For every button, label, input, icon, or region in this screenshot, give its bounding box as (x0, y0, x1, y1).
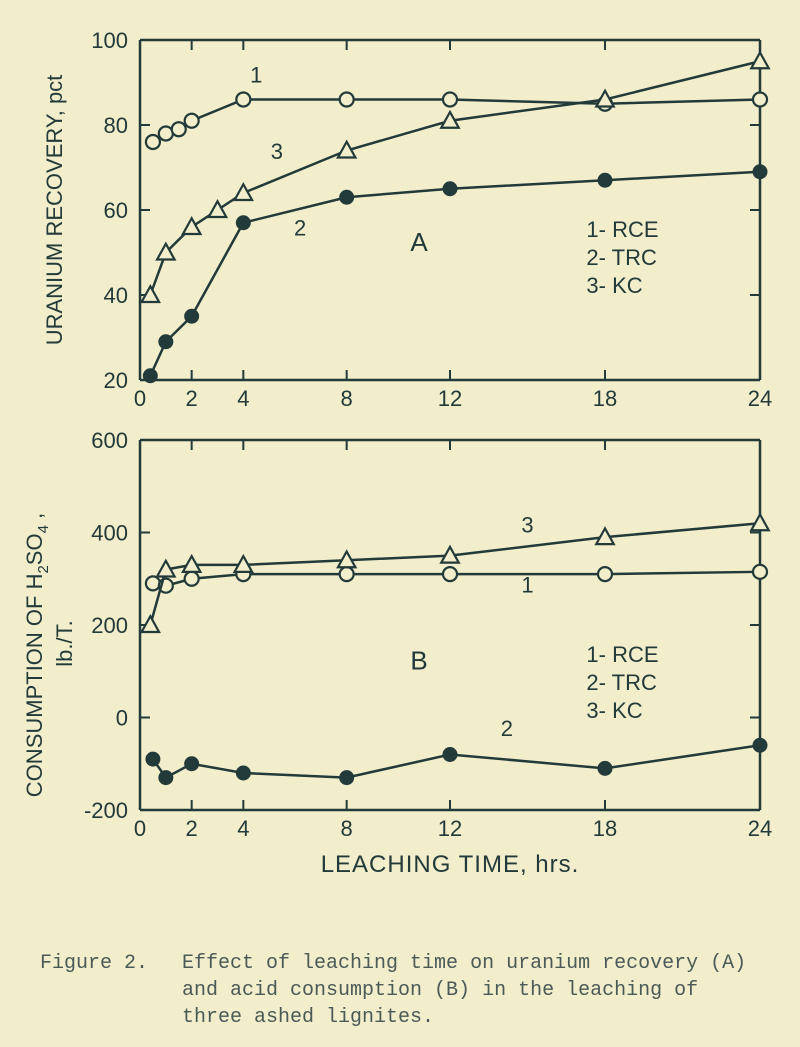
svg-text:80: 80 (104, 113, 128, 138)
svg-text:12: 12 (438, 386, 462, 411)
svg-text:LEACHING TIME, hrs.: LEACHING TIME, hrs. (321, 851, 580, 878)
svg-text:24: 24 (748, 386, 772, 411)
svg-text:18: 18 (593, 386, 617, 411)
svg-text:8: 8 (341, 386, 353, 411)
caption-text: Effect of leaching time on uranium recov… (182, 950, 762, 1031)
svg-text:24: 24 (748, 816, 772, 841)
svg-text:200: 200 (91, 613, 128, 638)
svg-text:0: 0 (134, 386, 146, 411)
svg-text:A: A (410, 227, 428, 257)
svg-text:-200: -200 (84, 798, 128, 823)
svg-text:B: B (410, 645, 427, 675)
svg-text:3- KC: 3- KC (586, 273, 642, 298)
svg-text:URANIUM RECOVERY, pct: URANIUM RECOVERY, pct (42, 75, 67, 346)
svg-text:3- KC: 3- KC (586, 698, 642, 723)
svg-text:2: 2 (501, 716, 513, 741)
svg-text:60: 60 (104, 198, 128, 223)
figure-caption: Figure 2. Effect of leaching time on ura… (40, 950, 770, 1031)
svg-text:lb./T.: lb./T. (52, 620, 77, 666)
plots-svg: 204060801000248121824123A1- RCE2- TRC3- … (0, 0, 800, 900)
svg-text:2: 2 (294, 216, 306, 241)
svg-text:20: 20 (104, 368, 128, 393)
svg-text:400: 400 (91, 521, 128, 546)
svg-text:2- TRC: 2- TRC (586, 245, 657, 270)
svg-text:40: 40 (104, 283, 128, 308)
svg-text:0: 0 (116, 706, 128, 731)
svg-text:0: 0 (134, 816, 146, 841)
svg-text:8: 8 (341, 816, 353, 841)
svg-text:4: 4 (237, 816, 249, 841)
svg-text:12: 12 (438, 816, 462, 841)
svg-text:1: 1 (250, 63, 262, 88)
svg-text:3: 3 (521, 513, 533, 538)
svg-text:3: 3 (271, 139, 283, 164)
svg-text:18: 18 (593, 816, 617, 841)
svg-text:1- RCE: 1- RCE (586, 642, 658, 667)
svg-text:1- RCE: 1- RCE (586, 217, 658, 242)
svg-text:1: 1 (521, 573, 533, 598)
svg-text:600: 600 (91, 428, 128, 453)
svg-text:2: 2 (186, 386, 198, 411)
caption-label: Figure 2. (40, 950, 170, 977)
svg-text:2- TRC: 2- TRC (586, 670, 657, 695)
svg-text:4: 4 (237, 386, 249, 411)
svg-text:100: 100 (91, 28, 128, 53)
page: 204060801000248121824123A1- RCE2- TRC3- … (0, 0, 800, 1047)
svg-text:CONSUMPTION OF H2SO4 ,: CONSUMPTION OF H2SO4 , (22, 513, 52, 797)
svg-text:2: 2 (186, 816, 198, 841)
